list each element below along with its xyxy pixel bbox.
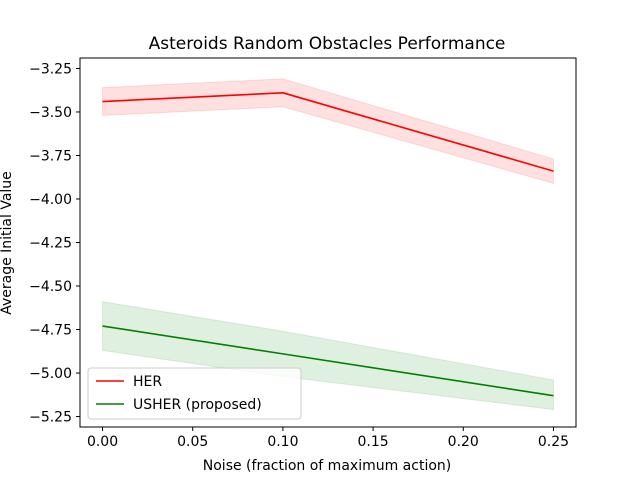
y-tick-label: −5.25	[29, 410, 72, 426]
x-tick-label: 0.00	[87, 434, 118, 450]
chart-title: Asteroids Random Obstacles Performance	[149, 34, 506, 54]
plot-area: 0.00 0.05 0.10 0.15 0.20 0.25 −3.25 −3.50 −3.75 −…	[29, 57, 577, 450]
legend-box	[87, 367, 302, 420]
x-tick-label: 0.25	[538, 434, 569, 450]
y-tick-label: −4.75	[29, 323, 72, 339]
y-tick-label: −3.75	[29, 148, 72, 164]
x-tick-label: 0.10	[267, 434, 298, 450]
legend-label-0: HER	[133, 374, 162, 390]
legend-label-1: USHER (proposed)	[133, 397, 262, 413]
series-band-1	[102, 301, 554, 411]
y-tick-label: −3.50	[29, 105, 72, 121]
legend: HER USHER (proposed)	[87, 367, 302, 420]
x-tick-label: 0.20	[448, 434, 479, 450]
y-tick-label: −5.00	[29, 366, 72, 382]
x-tick-label: 0.15	[358, 434, 389, 450]
series-band-0	[102, 78, 554, 184]
series-line-0	[102, 92, 554, 172]
x-tick-label: 0.05	[177, 434, 208, 450]
x-axis-label: Noise (fraction of maximum action)	[203, 458, 451, 474]
y-tick-label: −4.50	[29, 279, 72, 295]
y-tick-label: −4.25	[29, 236, 72, 252]
y-tick-label: −3.25	[29, 61, 72, 77]
y-tick-label: −4.00	[29, 192, 72, 208]
y-axis-label: Average Initial Value	[0, 171, 15, 315]
series-line-1	[102, 325, 554, 397]
